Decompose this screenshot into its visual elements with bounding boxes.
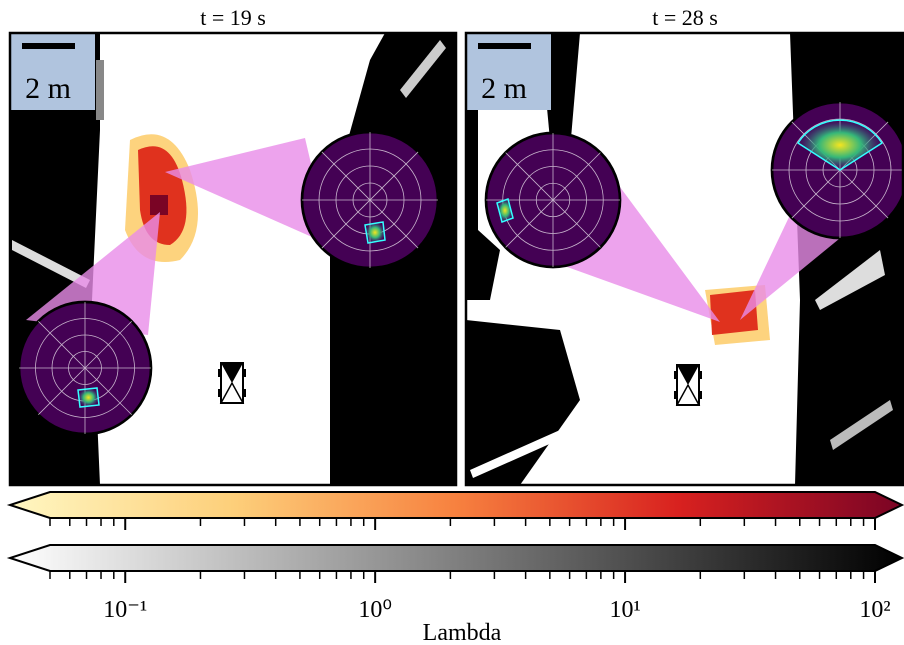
x-tick-label: 10¹ <box>609 597 640 623</box>
scale-label: 2 m <box>25 72 71 105</box>
x-tick-label: 10² <box>859 597 890 623</box>
panel-title: t = 28 s <box>652 5 718 30</box>
colorbar-hot <box>6 491 904 519</box>
ticks: 10⁻¹ 10⁰ 10¹ 10² <box>49 518 891 623</box>
scale-label: 2 m <box>481 72 527 105</box>
colorbar-gray <box>6 544 904 572</box>
axis-label: Lambda <box>423 620 502 645</box>
panel-title: t = 19 s <box>200 5 266 30</box>
panel: 2 m t = 19 s <box>8 5 458 487</box>
x-tick-label: 10⁻¹ <box>103 597 147 623</box>
x-tick-label: 10⁰ <box>358 597 392 623</box>
panel: 2 m t = 28 s <box>464 5 904 487</box>
